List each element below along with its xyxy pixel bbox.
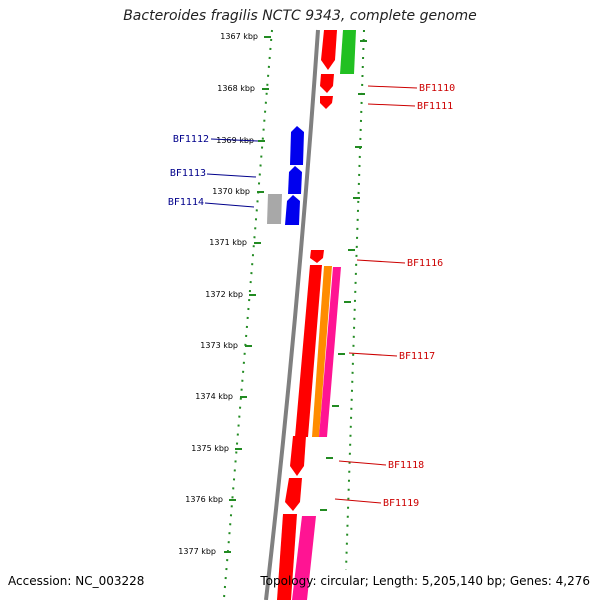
gene-feature-forward[interactable] (295, 265, 322, 437)
gene-label-bf1117[interactable]: BF1117 (399, 351, 435, 362)
genome-backbone (264, 29, 320, 600)
leader-line (334, 498, 382, 504)
inner-dotted-ring (223, 29, 273, 599)
kbp-scale: 1367 kbp 1368 kbp 1369 kbp 1370 kbp 1371… (178, 32, 271, 556)
gene-feature-rna[interactable] (319, 267, 341, 437)
kbp-label: 1376 kbp (185, 495, 223, 504)
gene-label-bf1114[interactable]: BF1114 (168, 197, 204, 208)
gene-feature-forward[interactable] (321, 30, 337, 70)
gene-feature-green[interactable] (340, 30, 356, 74)
leader-line (204, 202, 255, 208)
gene-leader-lines (204, 85, 418, 504)
gene-feature-rna[interactable] (292, 516, 316, 600)
leader-line (367, 103, 416, 107)
gene-label-bf1111[interactable]: BF1111 (417, 101, 453, 112)
gene-feature-reverse[interactable] (285, 195, 300, 225)
kbp-label: 1367 kbp (220, 32, 258, 41)
leader-line (367, 85, 418, 89)
outer-ring-ticks (320, 40, 367, 511)
gene-feature-forward[interactable] (290, 436, 306, 476)
leader-line (210, 138, 259, 142)
kbp-label: 1372 kbp (205, 290, 243, 299)
accession-text: Accession: NC_003228 (8, 574, 145, 588)
gene-feature-forward[interactable] (320, 74, 334, 93)
gene-label-bf1118[interactable]: BF1118 (388, 460, 424, 471)
kbp-label: 1370 kbp (212, 187, 250, 196)
gene-label-bf1116[interactable]: BF1116 (407, 258, 443, 269)
kbp-label: 1375 kbp (191, 444, 229, 453)
leader-line (206, 173, 257, 178)
gene-feature-reverse[interactable] (288, 166, 302, 194)
genome-summary-text: Topology: circular; Length: 5,205,140 bp… (260, 574, 590, 588)
gene-feature-gray[interactable] (267, 194, 282, 224)
gene-label-bf1119[interactable]: BF1119 (383, 498, 419, 509)
leader-line (356, 259, 406, 264)
gene-labels: BF1110 BF1111 BF1112 BF1113 BF1114 BF111… (168, 83, 455, 509)
gene-feature-reverse[interactable] (290, 126, 304, 165)
gene-label-bf1112[interactable]: BF1112 (173, 134, 209, 145)
kbp-label: 1377 kbp (178, 547, 216, 556)
outer-dotted-ring (345, 29, 365, 571)
gene-label-bf1110[interactable]: BF1110 (419, 83, 455, 94)
leader-line (348, 352, 398, 357)
gene-label-bf1113[interactable]: BF1113 (170, 168, 206, 179)
kbp-label: 1371 kbp (209, 238, 247, 247)
gene-feature-forward[interactable] (320, 96, 333, 109)
gene-feature-other[interactable] (312, 266, 332, 437)
kbp-label: 1373 kbp (200, 341, 238, 350)
gene-feature-forward[interactable] (310, 250, 324, 263)
gene-feature-forward[interactable] (277, 514, 297, 600)
map-title: Bacteroides fragilis NCTC 9343, complete… (123, 8, 477, 24)
gene-feature-forward[interactable] (285, 478, 302, 511)
leader-line (338, 460, 387, 466)
kbp-label: 1374 kbp (195, 392, 233, 401)
kbp-label: 1368 kbp (217, 84, 255, 93)
